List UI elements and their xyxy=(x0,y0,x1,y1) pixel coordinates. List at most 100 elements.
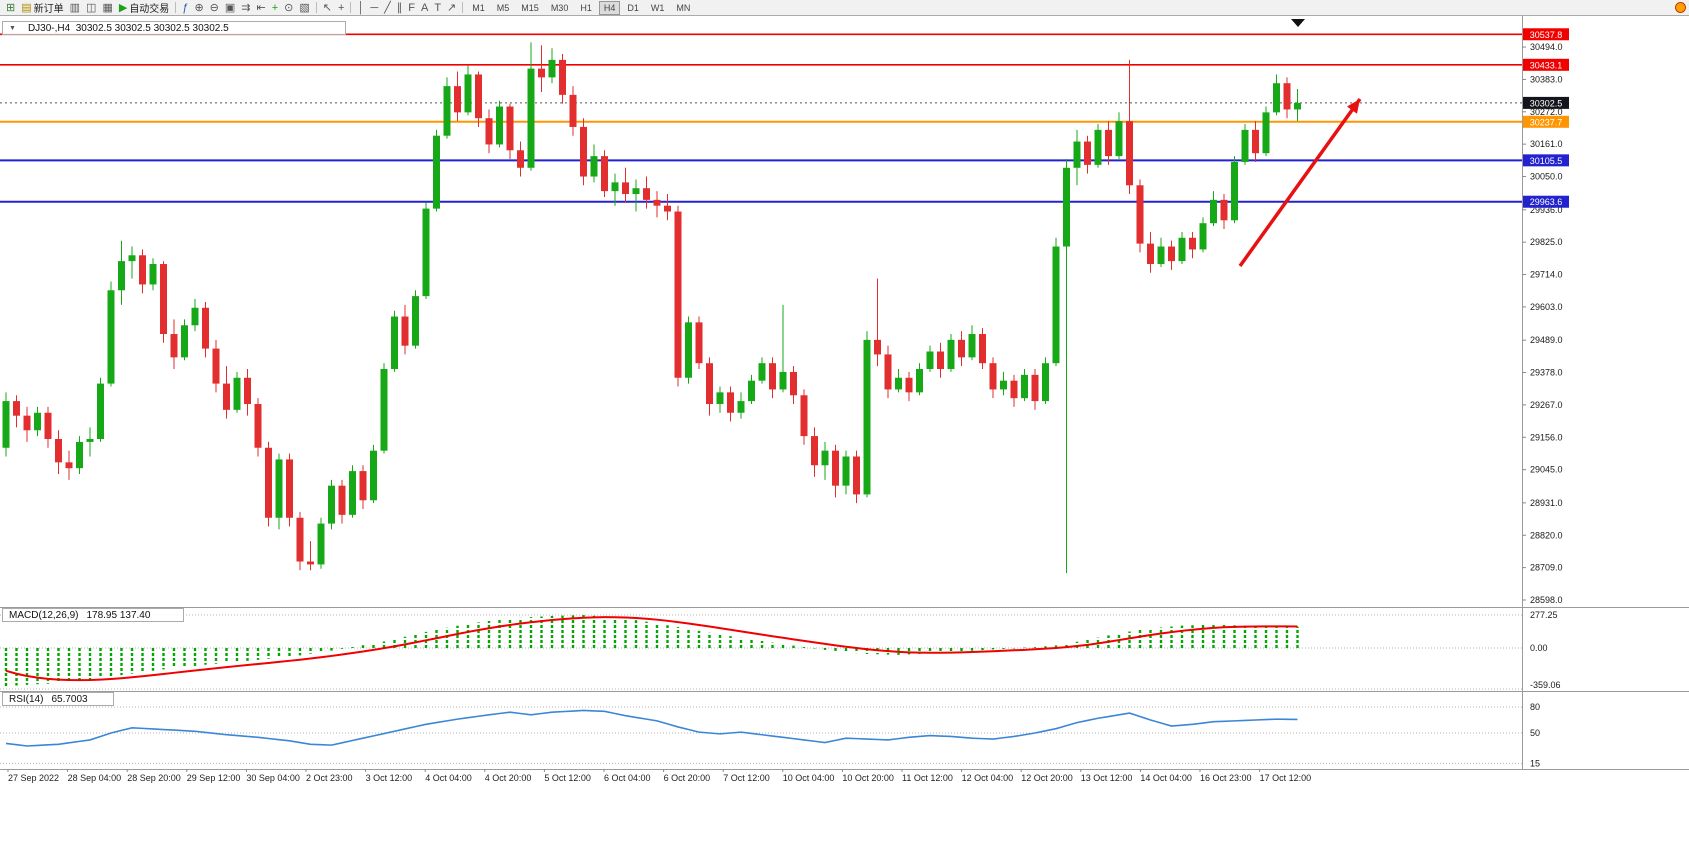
chart-plus-icon: ⊞ xyxy=(6,1,16,14)
svg-text:29156.0: 29156.0 xyxy=(1530,432,1563,442)
zoom-out-button[interactable]: ⊖ xyxy=(207,1,222,15)
timeframe-h1-button[interactable]: H1 xyxy=(580,2,592,13)
fibonacci-button[interactable]: F xyxy=(405,1,418,15)
macd-panel[interactable]: 277.25 0.00 -359.06 xyxy=(0,610,1561,690)
chart-symbol-info: ▼ DJ30-,H4 30302.5 30302.5 30302.5 30302… xyxy=(2,21,346,35)
profiles-icon: ▥ xyxy=(69,1,81,14)
svg-text:29825.0: 29825.0 xyxy=(1530,237,1563,247)
zoom-in-button[interactable]: ⊕ xyxy=(191,1,206,15)
price-badges: 30537.8 30433.1 30237.7 30105.5 29963.6 30302… xyxy=(1523,28,1569,208)
svg-text:12 Oct 04:00: 12 Oct 04:00 xyxy=(962,773,1014,783)
svg-text:28709.0: 28709.0 xyxy=(1530,563,1563,573)
svg-text:28 Sep 20:00: 28 Sep 20:00 xyxy=(127,773,181,783)
trendline-button[interactable]: ╱ xyxy=(381,1,394,15)
horizontal-lines[interactable] xyxy=(0,33,1522,203)
toolbar-separator xyxy=(315,2,317,13)
svg-text:30494.0: 30494.0 xyxy=(1530,42,1563,52)
vertical-line-button[interactable]: │ xyxy=(354,1,367,15)
svg-text:10 Oct 20:00: 10 Oct 20:00 xyxy=(842,773,894,783)
template-icon: ▧ xyxy=(299,1,310,14)
svg-text:80: 80 xyxy=(1530,702,1540,712)
timeframe-m30-button[interactable]: M30 xyxy=(550,2,569,13)
svg-text:3 Oct 12:00: 3 Oct 12:00 xyxy=(366,773,413,783)
toolbar-separator xyxy=(175,2,177,13)
svg-text:12 Oct 20:00: 12 Oct 20:00 xyxy=(1021,773,1073,783)
panel-dividers xyxy=(0,16,1689,770)
svg-text:4 Oct 04:00: 4 Oct 04:00 xyxy=(425,773,472,783)
plus-icon: + xyxy=(271,1,279,14)
one-click-trading-toggle[interactable]: ▼ xyxy=(9,24,16,32)
auto-scroll-button[interactable]: ⇉ xyxy=(238,1,253,15)
new-chart-button[interactable]: ⊞ xyxy=(3,1,18,15)
candlestick-layer xyxy=(2,42,1301,574)
macd-name: MACD(12,26,9) xyxy=(9,609,79,621)
rsi-name: RSI(14) xyxy=(9,693,44,705)
auto-trading-button[interactable]: ▶ 自动交易 xyxy=(116,1,172,16)
timeframe-m1-button[interactable]: M1 xyxy=(472,2,485,13)
svg-text:30383.0: 30383.0 xyxy=(1530,74,1563,84)
svg-text:27 Sep 2022: 27 Sep 2022 xyxy=(8,773,59,783)
arrows-button[interactable]: ↗ xyxy=(444,1,459,15)
svg-text:29045.0: 29045.0 xyxy=(1530,465,1563,475)
equidistant-channel-button[interactable]: ∥ xyxy=(394,1,406,15)
rsi-indicator-label: RSI(14) 65.7003 xyxy=(2,692,114,706)
chart-shift-icon: ⇤ xyxy=(256,1,266,14)
svg-text:10 Oct 04:00: 10 Oct 04:00 xyxy=(783,773,835,783)
svg-text:50: 50 xyxy=(1530,728,1540,738)
rsi-panel[interactable]: 80 50 15 xyxy=(0,702,1540,768)
channel-icon: ∥ xyxy=(396,1,403,14)
templates-button[interactable]: ▧ xyxy=(296,1,312,15)
svg-text:15: 15 xyxy=(1530,758,1540,768)
svg-text:30161.0: 30161.0 xyxy=(1530,139,1563,149)
time-axis: 27 Sep 2022 28 Sep 04:00 28 Sep 20:00 29 Se… xyxy=(7,769,1311,783)
svg-text:277.25: 277.25 xyxy=(1530,610,1558,620)
svg-text:16 Oct 23:00: 16 Oct 23:00 xyxy=(1200,773,1252,783)
timeframe-mn-button[interactable]: MN xyxy=(676,2,691,13)
horizontal-line-button[interactable]: ─ xyxy=(367,1,381,15)
price-axis: 30494.0 30383.0 30272.0 30161.0 30050.0 29936… xyxy=(1522,42,1563,605)
svg-text:6 Oct 04:00: 6 Oct 04:00 xyxy=(604,773,651,783)
svg-text:29963.6: 29963.6 xyxy=(1530,197,1563,207)
cursor-button[interactable]: ↖ xyxy=(320,1,335,15)
chart-profiles-button[interactable]: ▥ xyxy=(67,1,83,15)
svg-text:29603.0: 29603.0 xyxy=(1530,302,1563,312)
trend-arrow-annotation[interactable] xyxy=(1238,97,1362,268)
data-window-button[interactable]: ▦ xyxy=(99,1,115,15)
market-watch-icon: ◫ xyxy=(86,1,97,14)
crosshair-button[interactable]: + xyxy=(335,1,347,15)
svg-text:2 Oct 23:00: 2 Oct 23:00 xyxy=(306,773,353,783)
text-button[interactable]: A xyxy=(418,1,431,15)
svg-text:29489.0: 29489.0 xyxy=(1530,335,1563,345)
timeframe-h4-button[interactable]: H4 xyxy=(598,0,621,15)
chart-shift-button[interactable]: ⇤ xyxy=(254,1,269,15)
timeframe-m5-button[interactable]: M5 xyxy=(496,2,510,13)
indicators-button[interactable]: ƒ xyxy=(179,1,191,15)
quick-order-button[interactable]: + xyxy=(269,1,281,15)
cursor-arrow-icon: ↖ xyxy=(322,1,332,14)
data-window-icon: ▦ xyxy=(102,1,113,14)
fibonacci-icon: F xyxy=(408,1,415,14)
chart-background[interactable] xyxy=(0,16,1689,854)
zoom-out-icon: ⊖ xyxy=(209,1,219,14)
market-watch-button[interactable]: ◫ xyxy=(83,1,99,15)
macd-values: 178.95 137.40 xyxy=(86,609,151,621)
period-clock-button[interactable]: ⊙ xyxy=(281,1,296,15)
new-order-button[interactable]: ▤ 新订单 xyxy=(18,1,66,16)
timeframe-d1-button[interactable]: D1 xyxy=(627,2,639,13)
timeframe-m15-button[interactable]: M15 xyxy=(521,2,539,13)
svg-text:29378.0: 29378.0 xyxy=(1530,368,1563,378)
svg-text:29936.0: 29936.0 xyxy=(1530,205,1563,215)
svg-text:30433.1: 30433.1 xyxy=(1530,60,1563,70)
svg-text:30 Sep 04:00: 30 Sep 04:00 xyxy=(246,773,300,783)
new-order-button-label: 新订单 xyxy=(33,4,64,15)
timeframe-w1-button[interactable]: W1 xyxy=(650,2,665,13)
order-ticket-icon: ▤ xyxy=(21,1,32,14)
text-label-button[interactable]: T xyxy=(431,1,444,15)
tile-windows-button[interactable]: ▣ xyxy=(222,1,238,15)
auto-trading-button-label: 自动交易 xyxy=(129,4,170,15)
svg-text:5 Oct 12:00: 5 Oct 12:00 xyxy=(544,773,591,783)
svg-text:-359.06: -359.06 xyxy=(1530,680,1561,690)
horizontal-line-icon: ─ xyxy=(370,1,379,14)
play-icon: ▶ xyxy=(118,1,128,14)
